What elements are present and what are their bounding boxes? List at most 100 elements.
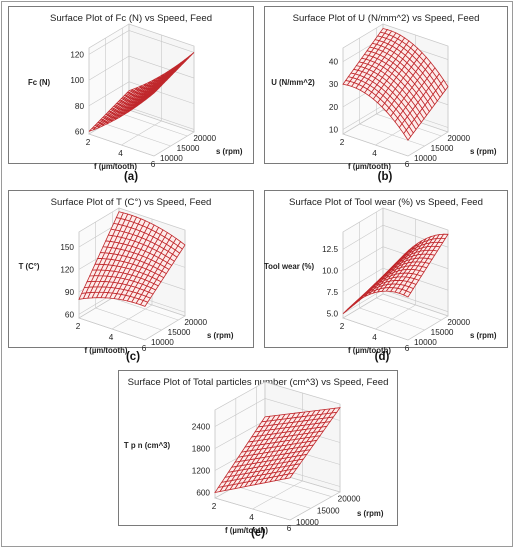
z-tick-label: 90 [65, 288, 75, 297]
z-tick-label: 2400 [192, 423, 211, 432]
z-tick-label: 100 [70, 76, 84, 85]
surface-mesh [342, 28, 449, 141]
y-tick-label: 10000 [151, 338, 174, 347]
z-tick-label: 10.0 [322, 267, 338, 276]
z-axis-label: T p n (cm^3) [124, 441, 171, 450]
chart-title: Surface Plot of Fc (N) vs Speed, Feed [49, 13, 213, 24]
surface-cell [149, 90, 157, 97]
y-tick-label: 15000 [431, 144, 454, 153]
x-tick-label: 2 [76, 322, 81, 331]
surface-mesh [88, 52, 195, 132]
surface-mesh [78, 211, 186, 307]
surface-mesh [342, 233, 449, 315]
z-tick-label: 1800 [192, 445, 211, 454]
y-tick-label: 15000 [317, 506, 340, 515]
y-tick-label: 20000 [447, 134, 470, 143]
surface-mesh [214, 407, 341, 494]
y-gridline [376, 212, 442, 321]
y-axis-label: s (rpm) [216, 147, 243, 156]
panel-u: Surface Plot of U (N/mm^2) vs Speed, Fee… [264, 6, 508, 171]
y-tick-label: 10000 [414, 154, 437, 163]
y-gridline [359, 222, 425, 331]
surface-cell [284, 472, 295, 480]
y-tick-label: 10000 [160, 154, 183, 163]
y-axis-label: s (rpm) [470, 147, 497, 156]
x-tick-label: 4 [118, 149, 123, 158]
x-axis-label: f (µm/tooth) [348, 346, 391, 355]
z-axis-label: T (C°) [19, 262, 40, 271]
z-tick-label: 12.5 [322, 245, 338, 254]
z-axis-label: U (N/mm^2) [271, 78, 315, 87]
x-gridline [407, 46, 449, 157]
z-tick-label: 80 [75, 102, 85, 111]
x-tick-label: 6 [151, 160, 156, 169]
y-gridline [78, 232, 146, 341]
x-tick-label: 2 [212, 502, 217, 511]
x-tick-label: 6 [142, 344, 147, 353]
panel-label-e: (e) [250, 527, 266, 539]
y-tick-label: 15000 [431, 328, 454, 337]
panel-t: Surface Plot of T (C°) vs Speed, Feed 60… [8, 190, 254, 355]
x-tick-label: 2 [340, 322, 345, 331]
z-tick-label: 5.0 [327, 310, 339, 319]
x-tick-label: 4 [372, 333, 377, 342]
z-tick-label: 40 [329, 58, 339, 67]
z-tick-label: 7.5 [327, 288, 339, 297]
z-tick-label: 60 [65, 310, 75, 319]
x-tick-label: 4 [372, 149, 377, 158]
x-gridline [144, 230, 186, 341]
z-tick-label: 1200 [192, 467, 211, 476]
y-axis-label: s (rpm) [207, 331, 234, 340]
y-tick-label: 20000 [447, 318, 470, 327]
panel-label-c: (c) [125, 351, 141, 363]
x-gridline [153, 46, 195, 157]
x-tick-label: 4 [109, 333, 114, 342]
tick-labels: 600 1200 1800 2400 2 4 6 10000 15000 20000 [192, 423, 361, 534]
y-tick-label: 10000 [414, 338, 437, 347]
z-axis-label: Tool wear (%) [264, 262, 315, 271]
panel-label-d: (d) [374, 351, 390, 363]
x-axis-label: f (µm/tooth) [348, 162, 391, 171]
surface-plot-total-particles: 600 1200 1800 2400 2 4 6 10000 15000 20000 T p n (… [124, 381, 384, 535]
y-gridline [214, 410, 291, 521]
z-tick-label: 30 [329, 80, 339, 89]
y-tick-label: 15000 [177, 144, 200, 153]
y-gridline [88, 48, 155, 157]
y-gridline [95, 222, 162, 331]
surface-cell [403, 129, 412, 141]
y-tick-label: 15000 [168, 328, 191, 337]
x-axis-label: f (µm/tooth) [84, 346, 127, 355]
x-tick-label: 6 [405, 344, 410, 353]
y-tick-label: 10000 [296, 518, 319, 527]
z-tick-label: 60 [75, 127, 85, 136]
x-gridline [407, 230, 449, 341]
chart-title: Surface Plot of U (N/mm^2) vs Speed, Fee… [292, 13, 480, 24]
x-tick-label: 2 [86, 138, 91, 147]
x-axis-label: f (µm/tooth) [225, 526, 268, 535]
x-gridline [289, 404, 341, 521]
z-tick-label: 10 [329, 125, 339, 134]
chart-title: Surface Plot of Tool wear (%) vs Speed, … [289, 197, 483, 208]
panel-total-particles: Surface Plot of Total particles number (… [118, 370, 398, 535]
x-gridline [342, 208, 384, 319]
panel-label-b: (b) [377, 171, 393, 183]
x-tick-label: 4 [249, 513, 254, 522]
panel-fc: Surface Plot of Fc (N) vs Speed, Feed 60… [8, 6, 254, 171]
surface-cell [139, 300, 149, 307]
y-axis-label: s (rpm) [470, 331, 497, 340]
z-axis-label: Fc (N) [28, 78, 50, 87]
panel-label-a: (a) [123, 171, 139, 183]
chart-title: Surface Plot of T (C°) vs Speed, Feed [50, 197, 212, 208]
x-tick-label: 2 [340, 138, 345, 147]
surface-cell [403, 290, 412, 298]
x-tick-label: 6 [287, 524, 292, 533]
z-tick-label: 600 [196, 489, 210, 498]
y-axis-label: s (rpm) [357, 509, 384, 518]
